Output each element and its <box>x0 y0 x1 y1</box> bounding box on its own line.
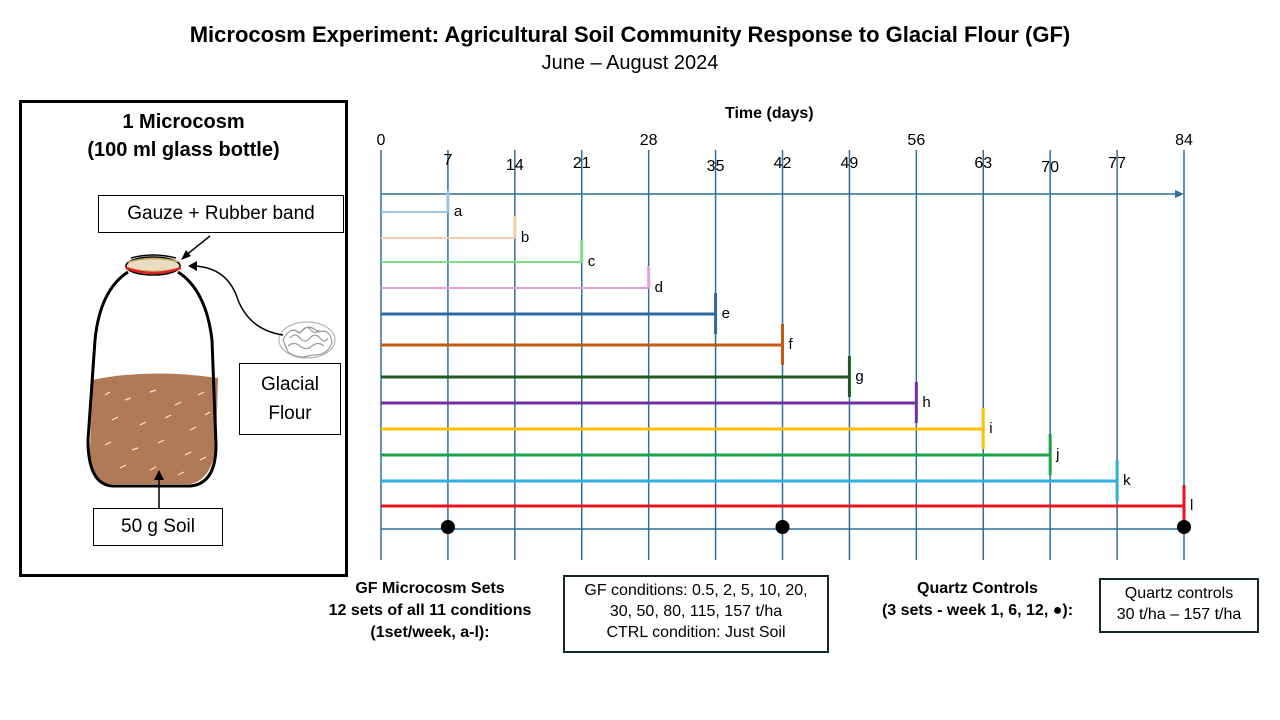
soil-label: 50 g Soil <box>121 516 195 537</box>
set-label-f: f <box>789 336 794 353</box>
page-title: Microcosm Experiment: Agricultural Soil … <box>189 22 1071 47</box>
quartz-controls-box: Quartz controls 30 t/ha – 157 t/ha <box>1099 578 1259 633</box>
quartz-box-line2: 30 t/ha – 157 t/ha <box>1116 606 1242 623</box>
tick-label-21: 21 <box>573 155 591 172</box>
soil-arrow <box>154 470 164 508</box>
set-label-b: b <box>521 229 529 246</box>
quartz-marker-day-7 <box>440 520 455 534</box>
tick-label-28: 28 <box>640 132 658 149</box>
microcosm-panel <box>19 100 348 577</box>
tick-label-70: 70 <box>1041 159 1059 176</box>
soil-speckles <box>104 389 211 476</box>
set-label-g: g <box>855 368 863 385</box>
gauze-arrow <box>181 235 211 260</box>
tick-label-42: 42 <box>774 155 792 172</box>
tick-label-84: 84 <box>1175 132 1193 149</box>
microcosm-title-line2: (100 ml glass bottle) <box>87 139 280 161</box>
tick-label-77: 77 <box>1108 155 1126 172</box>
time-arrow-head <box>1175 190 1184 198</box>
quartz-markers <box>440 520 1191 534</box>
gf-conditions-line2: 30, 50, 80, 115, 157 t/ha <box>609 603 783 620</box>
set-label-j: j <box>1055 446 1059 463</box>
quartz-caption-line2: (3 sets - week 1, 6, 12, ●): <box>881 602 1074 619</box>
gf-sets-line3: (1set/week, a-l): <box>370 624 490 641</box>
tick-label-56: 56 <box>907 132 925 149</box>
quartz-marker-day-42 <box>775 520 790 534</box>
tick-label-35: 35 <box>707 158 725 175</box>
glacial-flour-icon <box>278 321 336 359</box>
set-label-e: e <box>722 305 730 322</box>
tick-label-63: 63 <box>974 155 992 172</box>
soil-label-box: 50 g Soil <box>93 508 223 546</box>
soil-fill <box>90 373 218 484</box>
bottle-illustration <box>86 254 218 488</box>
set-label-c: c <box>588 253 596 270</box>
set-label-k: k <box>1123 472 1131 489</box>
gauze-label: Gauze + Rubber band <box>127 203 315 224</box>
set-label-d: d <box>655 279 663 296</box>
timeline-grid <box>380 150 1185 560</box>
gf-conditions-line3: CTRL condition: Just Soil <box>606 624 786 641</box>
gauze-label-box: Gauze + Rubber band <box>98 195 344 233</box>
tick-label-14: 14 <box>506 157 524 174</box>
tick-labels: 0 7 14 21 28 35 42 49 56 63 70 77 84 <box>377 132 1193 176</box>
set-label-h: h <box>922 394 930 411</box>
microcosm-title-line1: 1 Microcosm <box>122 111 245 133</box>
quartz-box-line1: Quartz controls <box>1124 585 1234 602</box>
time-axis-title: Time (days) <box>725 105 814 122</box>
tick-label-49: 49 <box>841 155 859 172</box>
quartz-caption: Quartz Controls (3 sets - week 1, 6, 12,… <box>860 578 1095 622</box>
set-label-l: l <box>1190 497 1193 514</box>
glacial-flour-label-box: Glacial Flour <box>239 363 341 435</box>
set-label-i: i <box>989 420 992 437</box>
gf-conditions-box: GF conditions: 0.5, 2, 5, 10, 20, 30, 50… <box>563 575 829 653</box>
quartz-marker-day-84 <box>1177 520 1191 534</box>
tick-label-7: 7 <box>443 152 452 169</box>
tick-label-0: 0 <box>377 132 386 149</box>
microcosm-title: 1 Microcosm (100 ml glass bottle) <box>19 108 348 164</box>
gf-sets-caption: GF Microcosm Sets 12 sets of all 11 cond… <box>300 578 560 644</box>
rubber-band <box>125 266 182 275</box>
bottle-outline <box>86 270 218 488</box>
quartz-caption-line1: Quartz Controls <box>917 580 1038 597</box>
glacial-flour-arrow <box>188 261 284 336</box>
glacial-flour-label-line2: Flour <box>268 403 312 424</box>
page-subtitle: June – August 2024 <box>541 52 719 74</box>
timeline-sets: a b c d e f g h i j k l <box>381 190 1193 526</box>
gf-conditions-line1: GF conditions: 0.5, 2, 5, 10, 20, <box>584 582 808 599</box>
glacial-flour-label-line1: Glacial <box>260 374 320 395</box>
set-label-a: a <box>454 203 463 220</box>
gf-sets-line2: 12 sets of all 11 conditions <box>328 602 532 619</box>
gf-sets-line1: GF Microcosm Sets <box>355 580 505 597</box>
